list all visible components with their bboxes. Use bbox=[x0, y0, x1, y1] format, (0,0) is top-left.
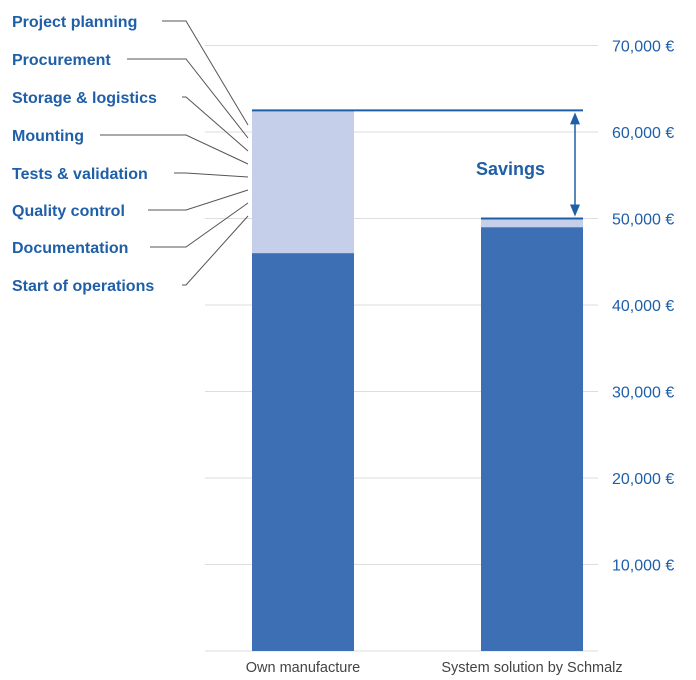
leader-line-4 bbox=[174, 172, 249, 178]
y-tick-label-5: 60,000 € bbox=[612, 125, 674, 142]
process-labels: Project planning Procurement Storage & log… bbox=[12, 14, 249, 295]
y-tick-label-6: 70,000 € bbox=[612, 39, 674, 56]
savings-arrowhead-bottom bbox=[570, 204, 580, 217]
leader-line-2 bbox=[182, 96, 249, 152]
bars bbox=[252, 110, 583, 651]
bar-1-segment-1 bbox=[481, 218, 583, 228]
category-label-1: System solution by Schmalz bbox=[441, 660, 622, 676]
bar-0-segment-0 bbox=[252, 253, 354, 651]
savings-label: Savings bbox=[476, 159, 545, 179]
bar-0-segment-1 bbox=[252, 110, 354, 254]
leader-line-5 bbox=[148, 189, 249, 211]
category-labels: Own manufacture System solution by Schmal… bbox=[246, 660, 623, 676]
y-tick-label-2: 30,000 € bbox=[612, 385, 674, 402]
leader-line-3 bbox=[100, 134, 249, 165]
process-label-4: Tests & validation bbox=[12, 166, 148, 183]
process-label-2: Storage & logistics bbox=[12, 90, 157, 107]
bar-1-segment-0 bbox=[481, 227, 583, 651]
leader-line-0 bbox=[162, 20, 249, 126]
savings-annotation: Savings bbox=[476, 112, 580, 217]
y-tick-label-0: 10,000 € bbox=[612, 558, 674, 575]
process-label-1: Procurement bbox=[12, 52, 111, 69]
process-label-3: Mounting bbox=[12, 128, 84, 145]
y-tick-label-4: 50,000 € bbox=[612, 212, 674, 229]
leader-line-1 bbox=[127, 58, 249, 139]
y-axis-ticks: 10,000 € 20,000 € 30,000 € 40,000 € 50,000 €… bbox=[612, 39, 674, 575]
category-label-0: Own manufacture bbox=[246, 660, 360, 676]
y-tick-label-3: 40,000 € bbox=[612, 298, 674, 315]
process-label-5: Quality control bbox=[12, 203, 125, 220]
y-tick-label-1: 20,000 € bbox=[612, 471, 674, 488]
process-label-0: Project planning bbox=[12, 14, 137, 31]
leader-line-6 bbox=[150, 202, 249, 248]
savings-arrowhead-top bbox=[570, 112, 580, 125]
process-label-7: Start of operations bbox=[12, 278, 154, 295]
process-label-6: Documentation bbox=[12, 240, 128, 257]
leader-line-7 bbox=[182, 215, 249, 286]
total-lines bbox=[252, 109, 583, 220]
